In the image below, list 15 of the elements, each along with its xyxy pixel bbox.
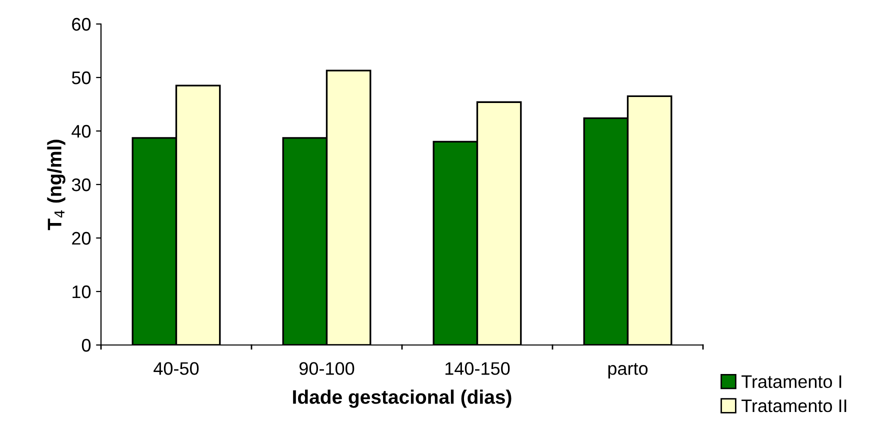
x-tick-label: parto <box>608 363 648 378</box>
x-axis-title: Idade gestacional (dias) <box>293 390 512 408</box>
x-tick-label: 90-100 <box>299 362 354 375</box>
y-tick-label: 0 <box>82 338 91 352</box>
y-axis-title: T$_{4}$ (ng/ml) <box>47 140 66 230</box>
y-tick-label: 40 <box>72 124 91 138</box>
y-tick-label: 60 <box>72 18 91 31</box>
legend-label: Tratamento II <box>742 400 846 412</box>
y-tick-label: 50 <box>72 71 91 84</box>
y-tick-label: 20 <box>72 232 91 245</box>
legend-label: Tratamento I <box>742 375 842 388</box>
x-tick-label: 40-50 <box>154 362 199 375</box>
y-tick-label: 10 <box>72 285 91 298</box>
y-tick-label: 30 <box>72 178 91 192</box>
x-tick-label: 140-150 <box>446 362 510 375</box>
